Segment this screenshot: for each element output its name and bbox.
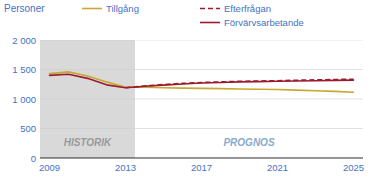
y-tick-label: 0 bbox=[31, 153, 36, 164]
chart: Personer HISTORIK PROGNOS 0 500 1 000 1 500 2 0… bbox=[0, 0, 371, 180]
x-tick-label: 2009 bbox=[39, 162, 60, 173]
legend-swatch bbox=[200, 8, 220, 10]
grid-line bbox=[40, 40, 363, 41]
grid-line bbox=[40, 128, 363, 129]
legend-label: Förvärvsarbetande bbox=[224, 17, 304, 28]
grid-line bbox=[40, 158, 363, 159]
grid-line bbox=[40, 69, 363, 70]
legend-swatch bbox=[82, 8, 102, 10]
plot-area bbox=[40, 40, 363, 158]
annotation: HISTORIK bbox=[64, 137, 112, 148]
x-tick-label: 2017 bbox=[191, 162, 212, 173]
y-tick-label: 2 000 bbox=[12, 35, 36, 46]
x-tick-label: 2021 bbox=[267, 162, 288, 173]
legend-label: Tillgång bbox=[106, 3, 139, 14]
annotation: PROGNOS bbox=[223, 137, 274, 148]
y-tick-label: 1 500 bbox=[12, 64, 36, 75]
y-tick-label: 1 000 bbox=[12, 94, 36, 105]
y-label: Personer bbox=[4, 3, 45, 14]
series-line bbox=[50, 72, 354, 92]
grid-line bbox=[40, 99, 363, 100]
x-tick-label: 2025 bbox=[343, 162, 364, 173]
legend-swatch bbox=[200, 22, 220, 24]
y-tick-label: 500 bbox=[20, 123, 36, 134]
series-line bbox=[50, 74, 354, 88]
legend: Tillgång Efterfrågan Förvärvsarbetande bbox=[82, 3, 304, 28]
x-tick-label: 2013 bbox=[115, 162, 136, 173]
x-axis-line bbox=[40, 158, 363, 159]
legend-label: Efterfrågan bbox=[224, 3, 271, 14]
